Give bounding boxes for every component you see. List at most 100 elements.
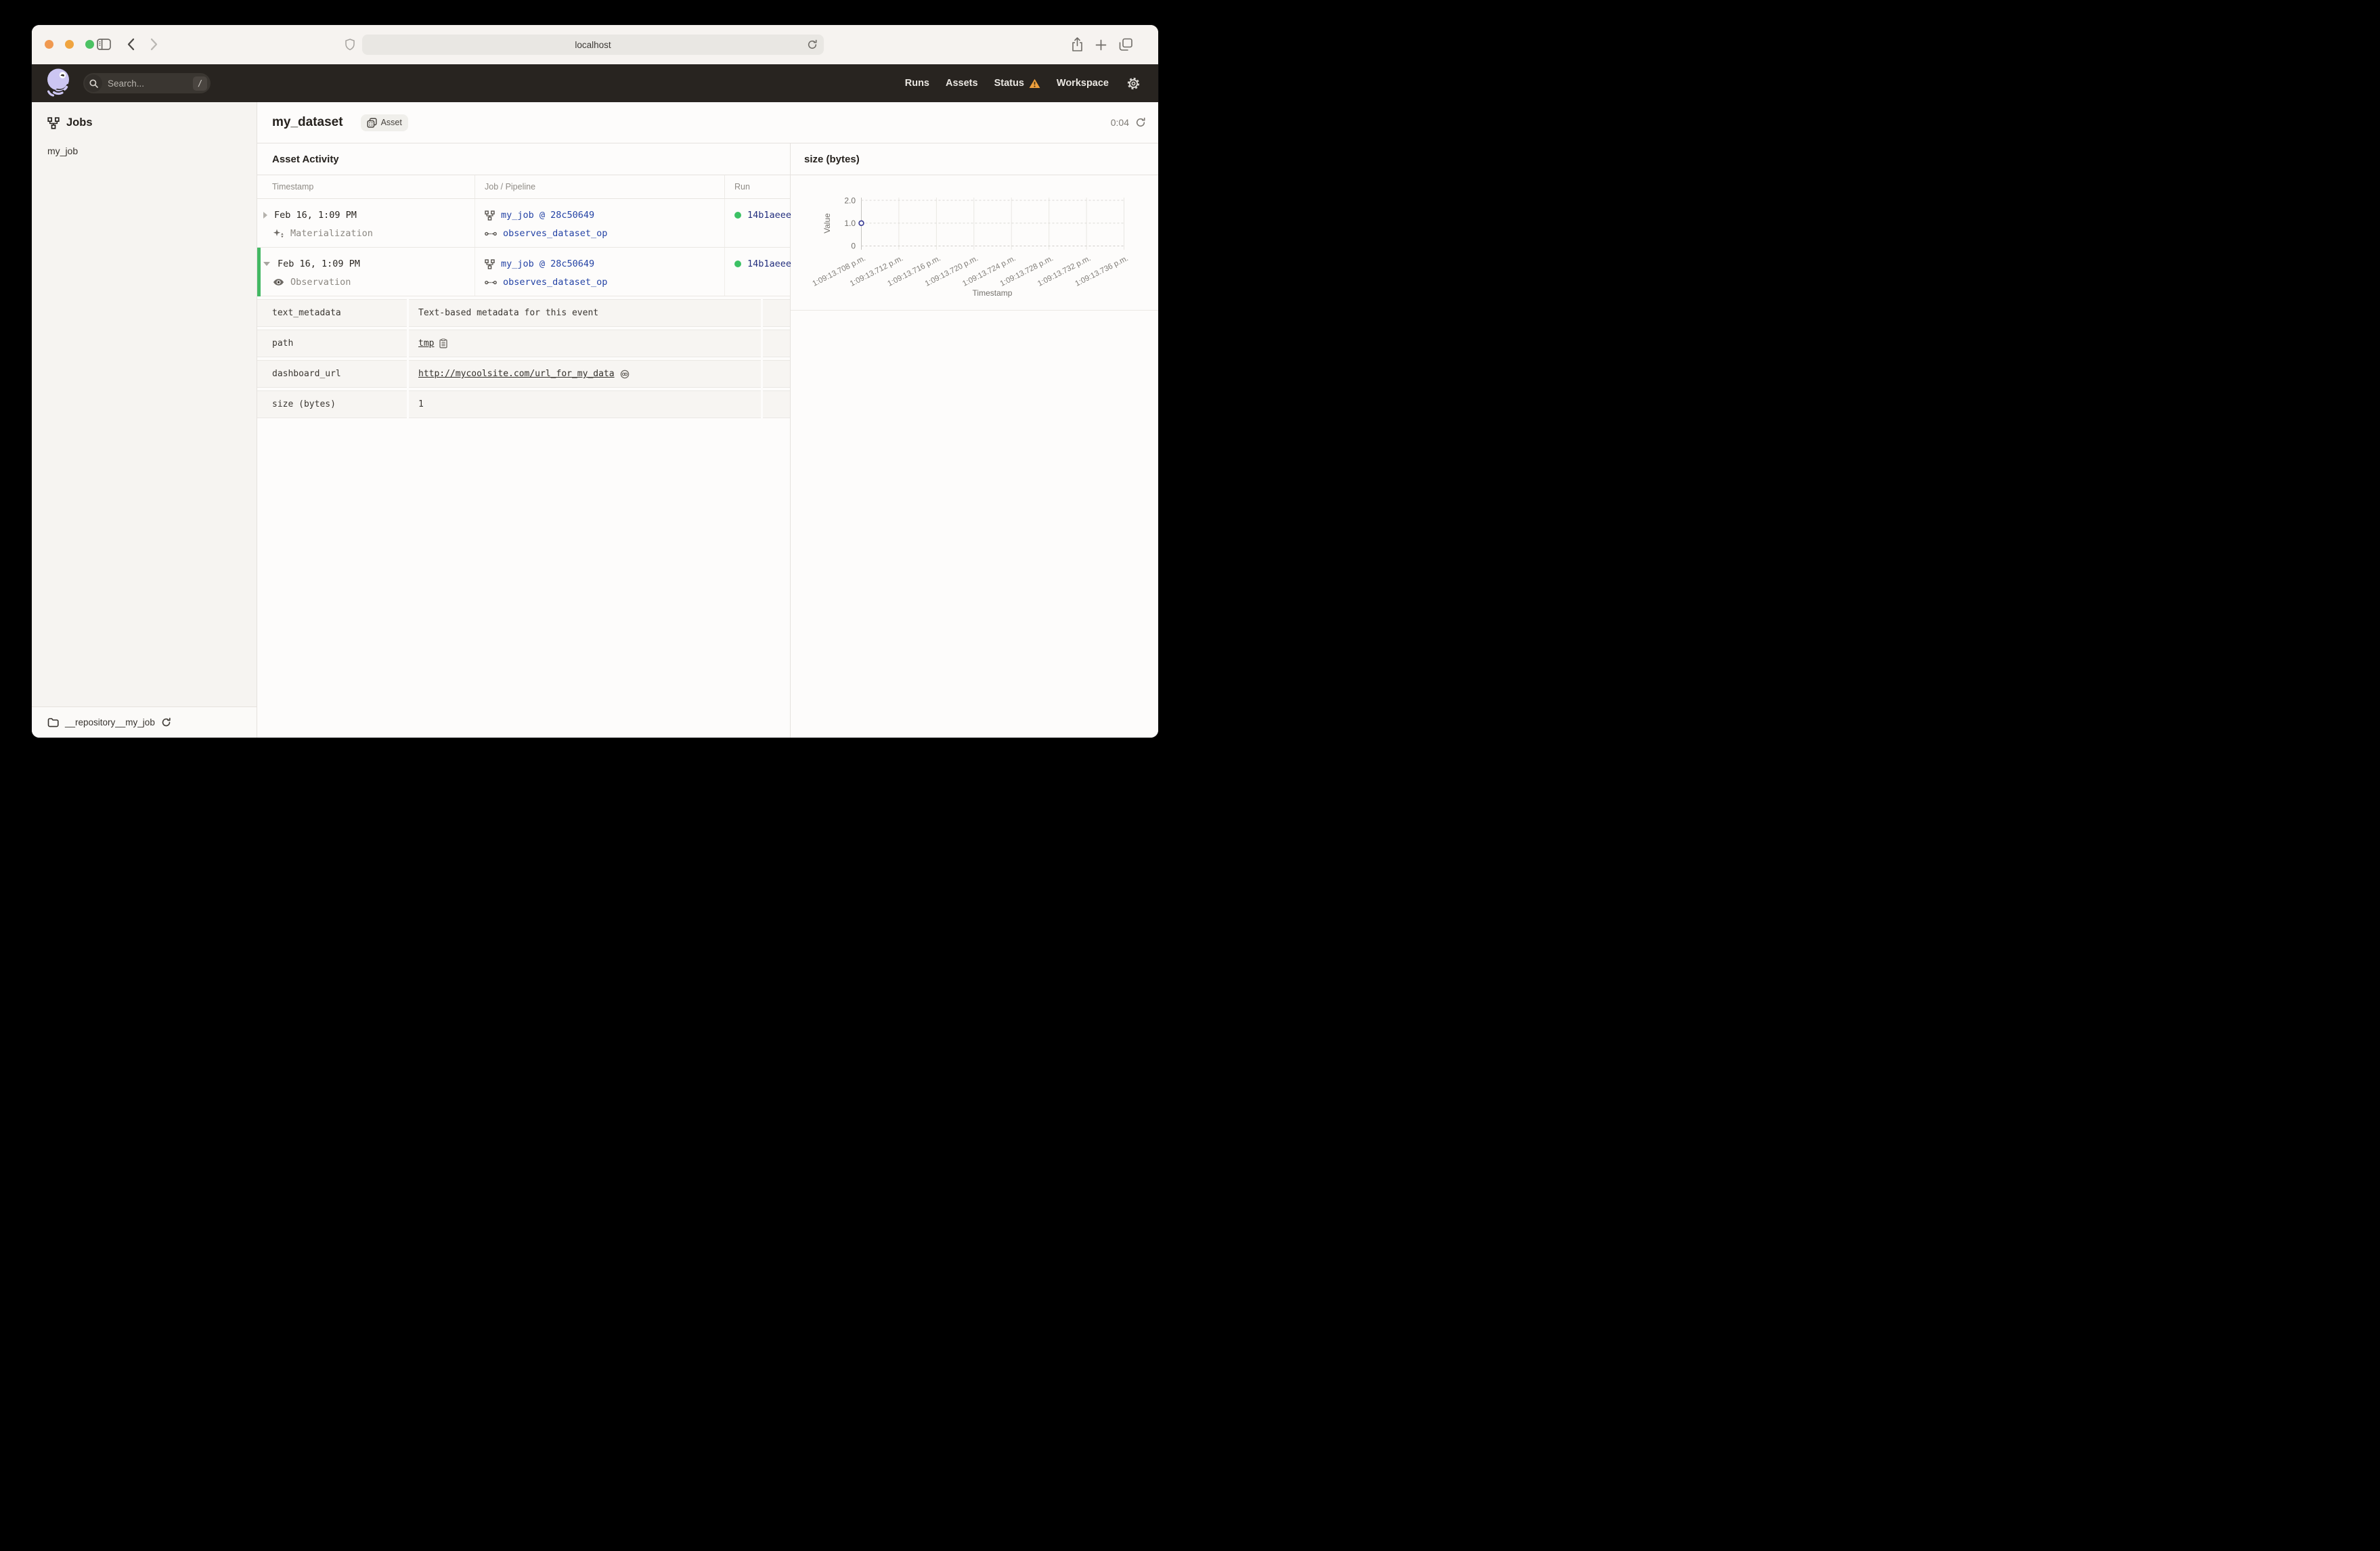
asset-badge-label: Asset — [380, 118, 402, 127]
back-button[interactable] — [127, 38, 135, 54]
y-tick-label: 1.0 — [844, 219, 856, 228]
metadata-plot-panel: size (bytes) — [791, 143, 1158, 738]
traffic-maximize-button[interactable] — [85, 40, 94, 49]
run-status-dot — [734, 212, 741, 219]
run-id-link[interactable]: 14b1aeee — [747, 258, 792, 269]
folder-icon — [47, 717, 59, 727]
activity-table-header: Timestamp Job / Pipeline Run — [257, 175, 790, 199]
metadata-key: size (bytes) — [257, 390, 407, 418]
job-icon — [485, 258, 495, 269]
chart-canvas: 2.0 1.0 0 Value Timestamp 1:09:13.708 p.… — [812, 196, 1130, 298]
copy-clipboard-icon[interactable] — [439, 338, 448, 349]
sidebar: Jobs my_job __repository__my_job — [32, 102, 257, 738]
privacy-shield-icon[interactable] — [345, 39, 355, 54]
metadata-row: dashboard_url http://mycoolsite.com/url_… — [257, 360, 790, 388]
event-type: Materialization — [290, 228, 373, 239]
col-timestamp: Timestamp — [272, 182, 314, 192]
y-tick-label: 0 — [851, 242, 856, 251]
sidebar-jobs-header: Jobs — [32, 102, 257, 129]
reload-icon[interactable] — [807, 39, 818, 52]
job-link[interactable]: my_job @ 28c50649 — [501, 258, 595, 269]
caret-down-icon — [263, 262, 270, 266]
metadata-key: dashboard_url — [257, 360, 407, 388]
metadata-row: path tmp — [257, 330, 790, 357]
sidebar-title: Jobs — [66, 116, 93, 129]
row-timestamp: Feb 16, 1:09 PM — [274, 210, 357, 221]
col-run: Run — [724, 175, 790, 198]
page-title: my_dataset — [272, 115, 343, 129]
warning-triangle-icon — [1029, 78, 1040, 89]
search-placeholder: Search... — [108, 78, 145, 89]
event-metadata-table: text_metadata Text-based metadata for th… — [257, 296, 790, 418]
browser-toolbar: localhost — [32, 25, 1158, 64]
op-icon — [485, 279, 497, 286]
repository-refresh-icon[interactable] — [161, 717, 171, 727]
op-link[interactable]: observes_dataset_op — [503, 277, 608, 288]
refresh-timer: 0:04 — [1111, 117, 1146, 128]
asset-icon — [366, 117, 377, 128]
repository-footer[interactable]: __repository__my_job — [32, 706, 257, 738]
materialization-icon — [273, 228, 284, 239]
nav-status[interactable]: Status — [994, 78, 1040, 89]
jobs-icon — [47, 116, 60, 129]
observation-icon — [273, 278, 284, 286]
metadata-value: 1 — [409, 390, 761, 418]
y-axis-label: Value — [822, 213, 832, 233]
size-bytes-chart: 2.0 1.0 0 Value Timestamp 1:09:13.708 p.… — [791, 175, 1158, 311]
row-timestamp: Feb 16, 1:09 PM — [278, 258, 360, 269]
caret-right-icon — [263, 212, 267, 219]
address-bar[interactable]: localhost — [362, 35, 824, 55]
refresh-icon[interactable] — [1135, 117, 1146, 128]
run-id-link[interactable]: 14b1aeee — [747, 210, 792, 221]
nav-assets[interactable]: Assets — [946, 78, 978, 89]
y-tick-label: 2.0 — [844, 196, 856, 206]
x-axis-label: Timestamp — [973, 288, 1013, 298]
chart-title: size (bytes) — [791, 143, 1158, 175]
metadata-value: Text-based metadata for this event — [409, 299, 761, 327]
share-icon[interactable] — [1072, 37, 1083, 55]
repository-name: __repository__my_job — [65, 717, 155, 727]
dashboard-url-link[interactable]: http://mycoolsite.com/url_for_my_data — [418, 369, 615, 379]
event-type: Observation — [290, 277, 351, 288]
metadata-row: size (bytes) 1 — [257, 390, 790, 418]
data-point — [858, 220, 864, 227]
nav-runs[interactable]: Runs — [904, 78, 929, 89]
job-link[interactable]: my_job @ 28c50649 — [501, 210, 595, 221]
row-expander[interactable]: Feb 16, 1:09 PM — [263, 210, 475, 221]
search-input[interactable]: Search... / — [83, 73, 211, 93]
url-text: localhost — [575, 39, 611, 50]
content-area: Jobs my_job __repository__my_job my_data… — [32, 102, 1158, 738]
sidebar-toggle-icon[interactable] — [97, 39, 111, 53]
table-row-selected: Feb 16, 1:09 PM Observation — [257, 248, 792, 296]
metadata-row: text_metadata Text-based metadata for th… — [257, 299, 790, 327]
op-icon — [485, 231, 497, 237]
forward-button[interactable] — [150, 38, 158, 54]
columns: Asset Activity Timestamp Job / Pipeline … — [257, 143, 1158, 738]
metadata-key: text_metadata — [257, 299, 407, 327]
timer-value: 0:04 — [1110, 117, 1129, 128]
row-expander[interactable]: Feb 16, 1:09 PM — [263, 258, 475, 269]
job-icon — [485, 210, 495, 221]
metadata-key: path — [257, 330, 407, 357]
main-area: my_dataset Asset 0:04 Asset Ac — [257, 102, 1158, 738]
path-link[interactable]: tmp — [418, 338, 435, 349]
sidebar-item-my-job[interactable]: my_job — [47, 145, 79, 156]
asset-header: my_dataset Asset 0:04 — [257, 102, 1158, 143]
table-row: Feb 16, 1:09 PM Materialization — [257, 199, 792, 248]
run-status-dot — [734, 261, 741, 267]
gear-icon[interactable] — [1126, 76, 1141, 91]
tab-overview-icon[interactable] — [1119, 38, 1133, 55]
op-link[interactable]: observes_dataset_op — [503, 228, 608, 239]
search-icon — [85, 74, 102, 92]
new-tab-icon[interactable] — [1095, 39, 1107, 54]
dagster-logo-icon[interactable] — [44, 68, 75, 99]
browser-window: localhost — [32, 25, 1158, 738]
traffic-minimize-button[interactable] — [65, 40, 74, 49]
external-link-icon[interactable] — [620, 369, 630, 379]
search-shortcut-key: / — [193, 76, 207, 91]
top-nav: Runs Assets Status Workspace — [905, 76, 1158, 91]
traffic-close-button[interactable] — [45, 40, 53, 49]
app-header: Search... / Runs Assets Status Workspace — [32, 64, 1158, 102]
nav-workspace[interactable]: Workspace — [1056, 78, 1109, 89]
asset-badge[interactable]: Asset — [360, 114, 408, 131]
